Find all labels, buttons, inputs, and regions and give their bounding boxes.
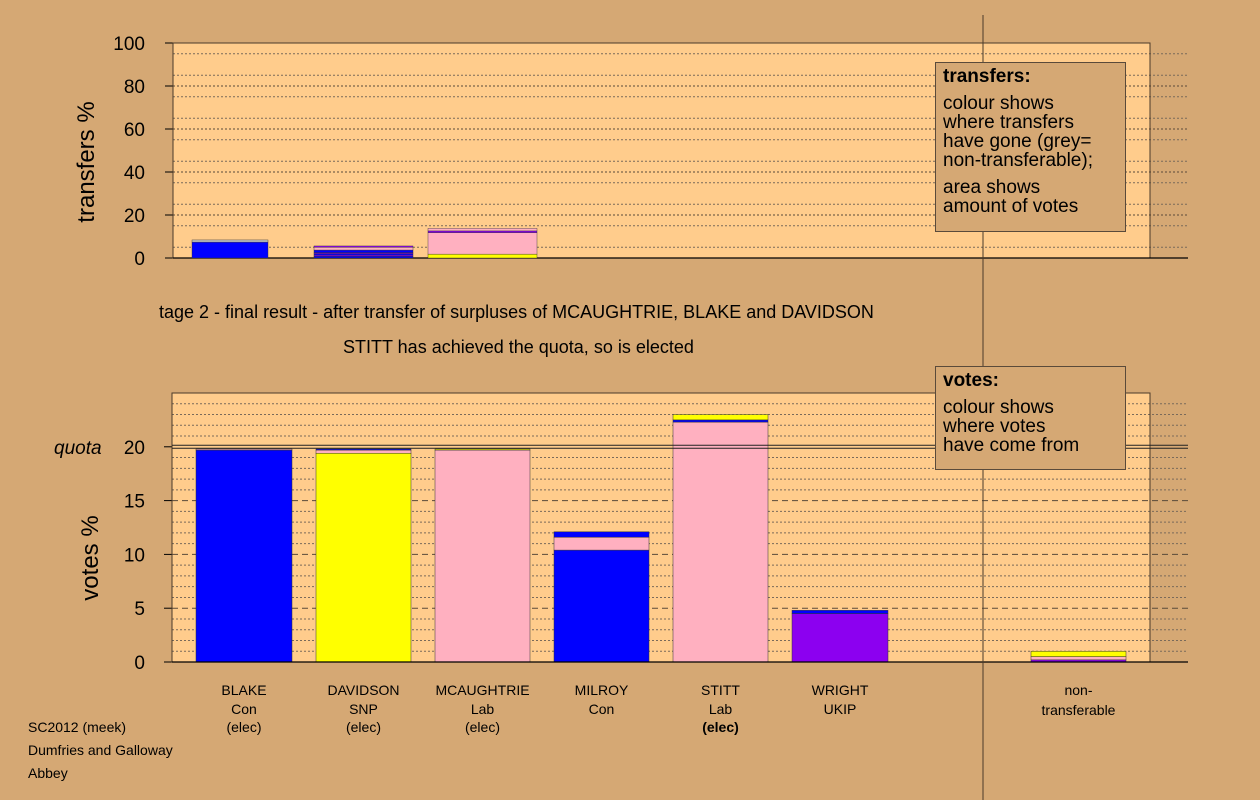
transfers-legend-title: transfers: [943,66,1031,87]
transfer-bar-segment [313,249,414,253]
candidate-name-label: MCAUGHTRIE [435,682,529,698]
transfers-legend-line: where transfers [943,112,1074,133]
candidate-status-label: (elec) [702,719,739,735]
transfers-y-tick-label: 80 [124,77,145,98]
nontransferable-label: non- [1064,682,1092,698]
transfers-y-tick-label: 40 [124,163,145,184]
transfer-bar-segment [313,247,414,251]
candidate-name-label: BLAKE [221,682,266,698]
vote-bar-segment [553,549,650,663]
vote-bar-segment [672,419,769,423]
transfers-legend-line: amount of votes [943,196,1079,217]
votes-y-tick-label: 15 [124,492,145,513]
vote-bar-segment [672,421,769,663]
vote-bar-segment [195,448,293,451]
votes-legend-line: colour shows [943,397,1054,418]
transfer-bar-segment [427,253,538,259]
votes-y-tick-label: 20 [124,438,145,459]
vote-bar-segment [791,610,889,614]
candidate-party-label: UKIP [824,701,857,717]
quota-label: quota [54,438,102,459]
footer-line-3: Abbey [28,765,68,781]
votes-legend-title: votes: [943,370,999,391]
vote-bar-segment [315,453,412,663]
candidate-status-label: (elec) [226,719,261,735]
transfers-legend-line: area shows [943,177,1041,198]
candidate-status-label: (elec) [465,719,500,735]
transfers-legend: transfers: colour shows where transfers … [935,62,1126,232]
candidate-party-label: Lab [709,701,733,717]
transfer-bar-segment [427,230,538,233]
transfer-bar-segment [427,232,538,255]
footer-line-2: Dumfries and Galloway [28,742,173,758]
transfer-bar-segment [191,239,269,243]
candidate-name-label: STITT [701,682,740,698]
vote-bar-segment [315,449,412,454]
transfers-y-tick-label: 100 [113,34,145,55]
transfers-legend-line: colour shows [943,93,1054,114]
candidate-party-label: Lab [471,701,495,717]
vote-bar-segment [434,449,531,663]
nontransferable-label: transferable [1042,702,1116,718]
candidate-status-label: (elec) [346,719,381,735]
votes-legend-line: have come from [943,435,1080,456]
vote-bar-segment [434,448,531,451]
vote-bar-segment [672,414,769,421]
elected-note: STITT has achieved the quota, so is elec… [343,337,694,357]
votes-y-tick-label: 5 [134,599,145,620]
candidate-party-label: Con [589,701,615,717]
votes-y-axis-title: votes % [77,515,104,600]
votes-legend-line: where votes [943,416,1046,437]
transfers-legend-line: have gone (grey= [943,131,1092,152]
candidate-name-label: DAVIDSON [327,682,399,698]
vote-bar-segment [315,448,412,451]
transfer-bar-segment [427,228,538,232]
transfers-legend-line: non-transferable); [943,150,1093,171]
footer-line-1: SC2012 (meek) [28,719,127,735]
vote-bar-segment [553,531,650,538]
transfer-bar-segment [313,256,414,259]
transfers-y-tick-label: 0 [134,249,145,270]
vote-bar-segment [791,613,889,663]
candidate-name-label: MILROY [575,682,629,698]
vote-bar-segment [553,536,650,551]
candidate-name-label: WRIGHT [812,682,869,698]
nontransferable-bar-segment [1030,650,1127,657]
transfers-y-axis-title: transfers % [73,101,100,222]
votes-legend: votes: colour shows where votes have com… [935,366,1126,470]
transfer-bar-segment [191,241,269,259]
vote-bar-segment [195,449,293,663]
nontransferable-bar-segment [1030,656,1127,661]
transfers-y-tick-label: 20 [124,206,145,227]
transfers-y-tick-label: 60 [124,120,145,141]
stage-subtitle: tage 2 - final result - after transfer o… [159,302,874,322]
candidate-party-label: Con [231,701,257,717]
votes-y-tick-label: 0 [134,653,145,674]
votes-y-tick-label: 10 [124,545,145,566]
candidate-party-label: SNP [349,701,378,717]
transfer-bar-segment [313,245,414,248]
